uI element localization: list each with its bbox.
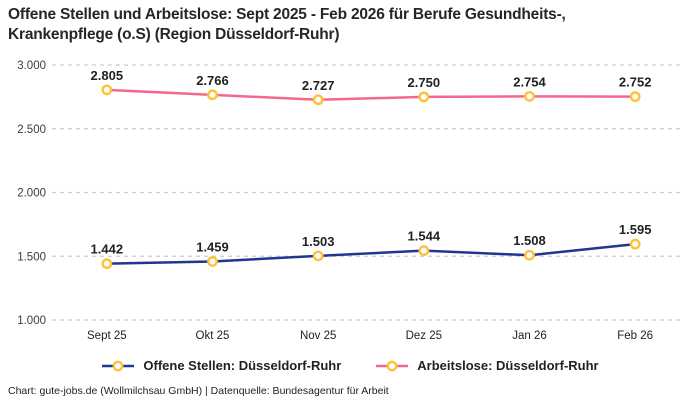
legend-label: Arbeitslose: Düsseldorf-Ruhr (417, 358, 599, 373)
data-point-label: 1.503 (302, 234, 335, 249)
data-point-marker[interactable] (629, 91, 641, 103)
data-point-label: 1.459 (196, 239, 229, 254)
data-point-marker[interactable] (524, 90, 535, 102)
data-point-label: 2.727 (302, 78, 335, 93)
data-point-marker[interactable] (101, 258, 113, 270)
data-point-label: 1.508 (513, 233, 546, 248)
y-axis-tick-label: 2.500 (17, 124, 46, 136)
y-axis-tick-label: 1.500 (17, 251, 46, 263)
x-axis-tick-label: Nov 25 (300, 330, 336, 342)
data-point-marker[interactable] (524, 249, 535, 261)
legend-label: Offene Stellen: Düsseldorf-Ruhr (143, 358, 342, 373)
data-point-label: 2.766 (196, 73, 229, 88)
series-line (105, 242, 637, 265)
data-point-label: 2.752 (619, 75, 652, 90)
legend-item-offene-stellen[interactable]: Offene Stellen: Düsseldorf-Ruhr (101, 358, 341, 373)
data-point-marker[interactable] (312, 94, 324, 106)
x-axis-tick-label: Okt 25 (196, 330, 230, 342)
data-point-label: 1.442 (91, 242, 124, 257)
legend-swatch-line-icon (376, 360, 409, 371)
line-chart-canvas: 3.000 2.500 2.000 1.500 1.000 Sept 25 Okt 25 No… (17, 60, 682, 342)
y-axis-tick-label: 1.000 (17, 315, 46, 327)
data-point-marker[interactable] (629, 238, 641, 250)
data-point-marker[interactable] (418, 91, 430, 103)
series-line (105, 88, 637, 102)
x-axis-tick-label: Jan 26 (512, 330, 547, 342)
x-axis-tick-label: Feb 26 (617, 330, 653, 342)
data-point-label: 1.544 (408, 229, 441, 244)
chart-title: Offene Stellen und Arbeitslose: Sept 202… (8, 6, 566, 43)
legend-swatch-line-icon (102, 360, 135, 371)
data-point-label: 2.754 (513, 74, 546, 89)
y-axis-tick-label: 3.000 (17, 60, 46, 72)
data-point-marker[interactable] (207, 256, 218, 267)
data-point-marker[interactable] (207, 89, 218, 101)
x-axis-tick-label: Sept 25 (87, 330, 127, 342)
data-point-label: 2.805 (91, 68, 124, 83)
data-point-marker[interactable] (312, 250, 324, 262)
source-attribution: Chart: gute-jobs.de (Wollmilchsau GmbH) … (8, 385, 389, 397)
legend-item-arbeitslose[interactable]: Arbeitslose: Düsseldorf-Ruhr (375, 358, 599, 373)
data-point-label: 2.750 (408, 75, 441, 90)
chart-legend: Offene Stellen: Düsseldorf-Ruhr Arbeitsl… (0, 358, 700, 373)
data-point-marker[interactable] (418, 245, 430, 257)
y-axis-tick-label: 2.000 (17, 188, 46, 200)
x-axis-tick-label: Dez 25 (406, 330, 442, 342)
data-point-marker[interactable] (101, 84, 113, 96)
data-point-label: 1.595 (619, 222, 652, 237)
